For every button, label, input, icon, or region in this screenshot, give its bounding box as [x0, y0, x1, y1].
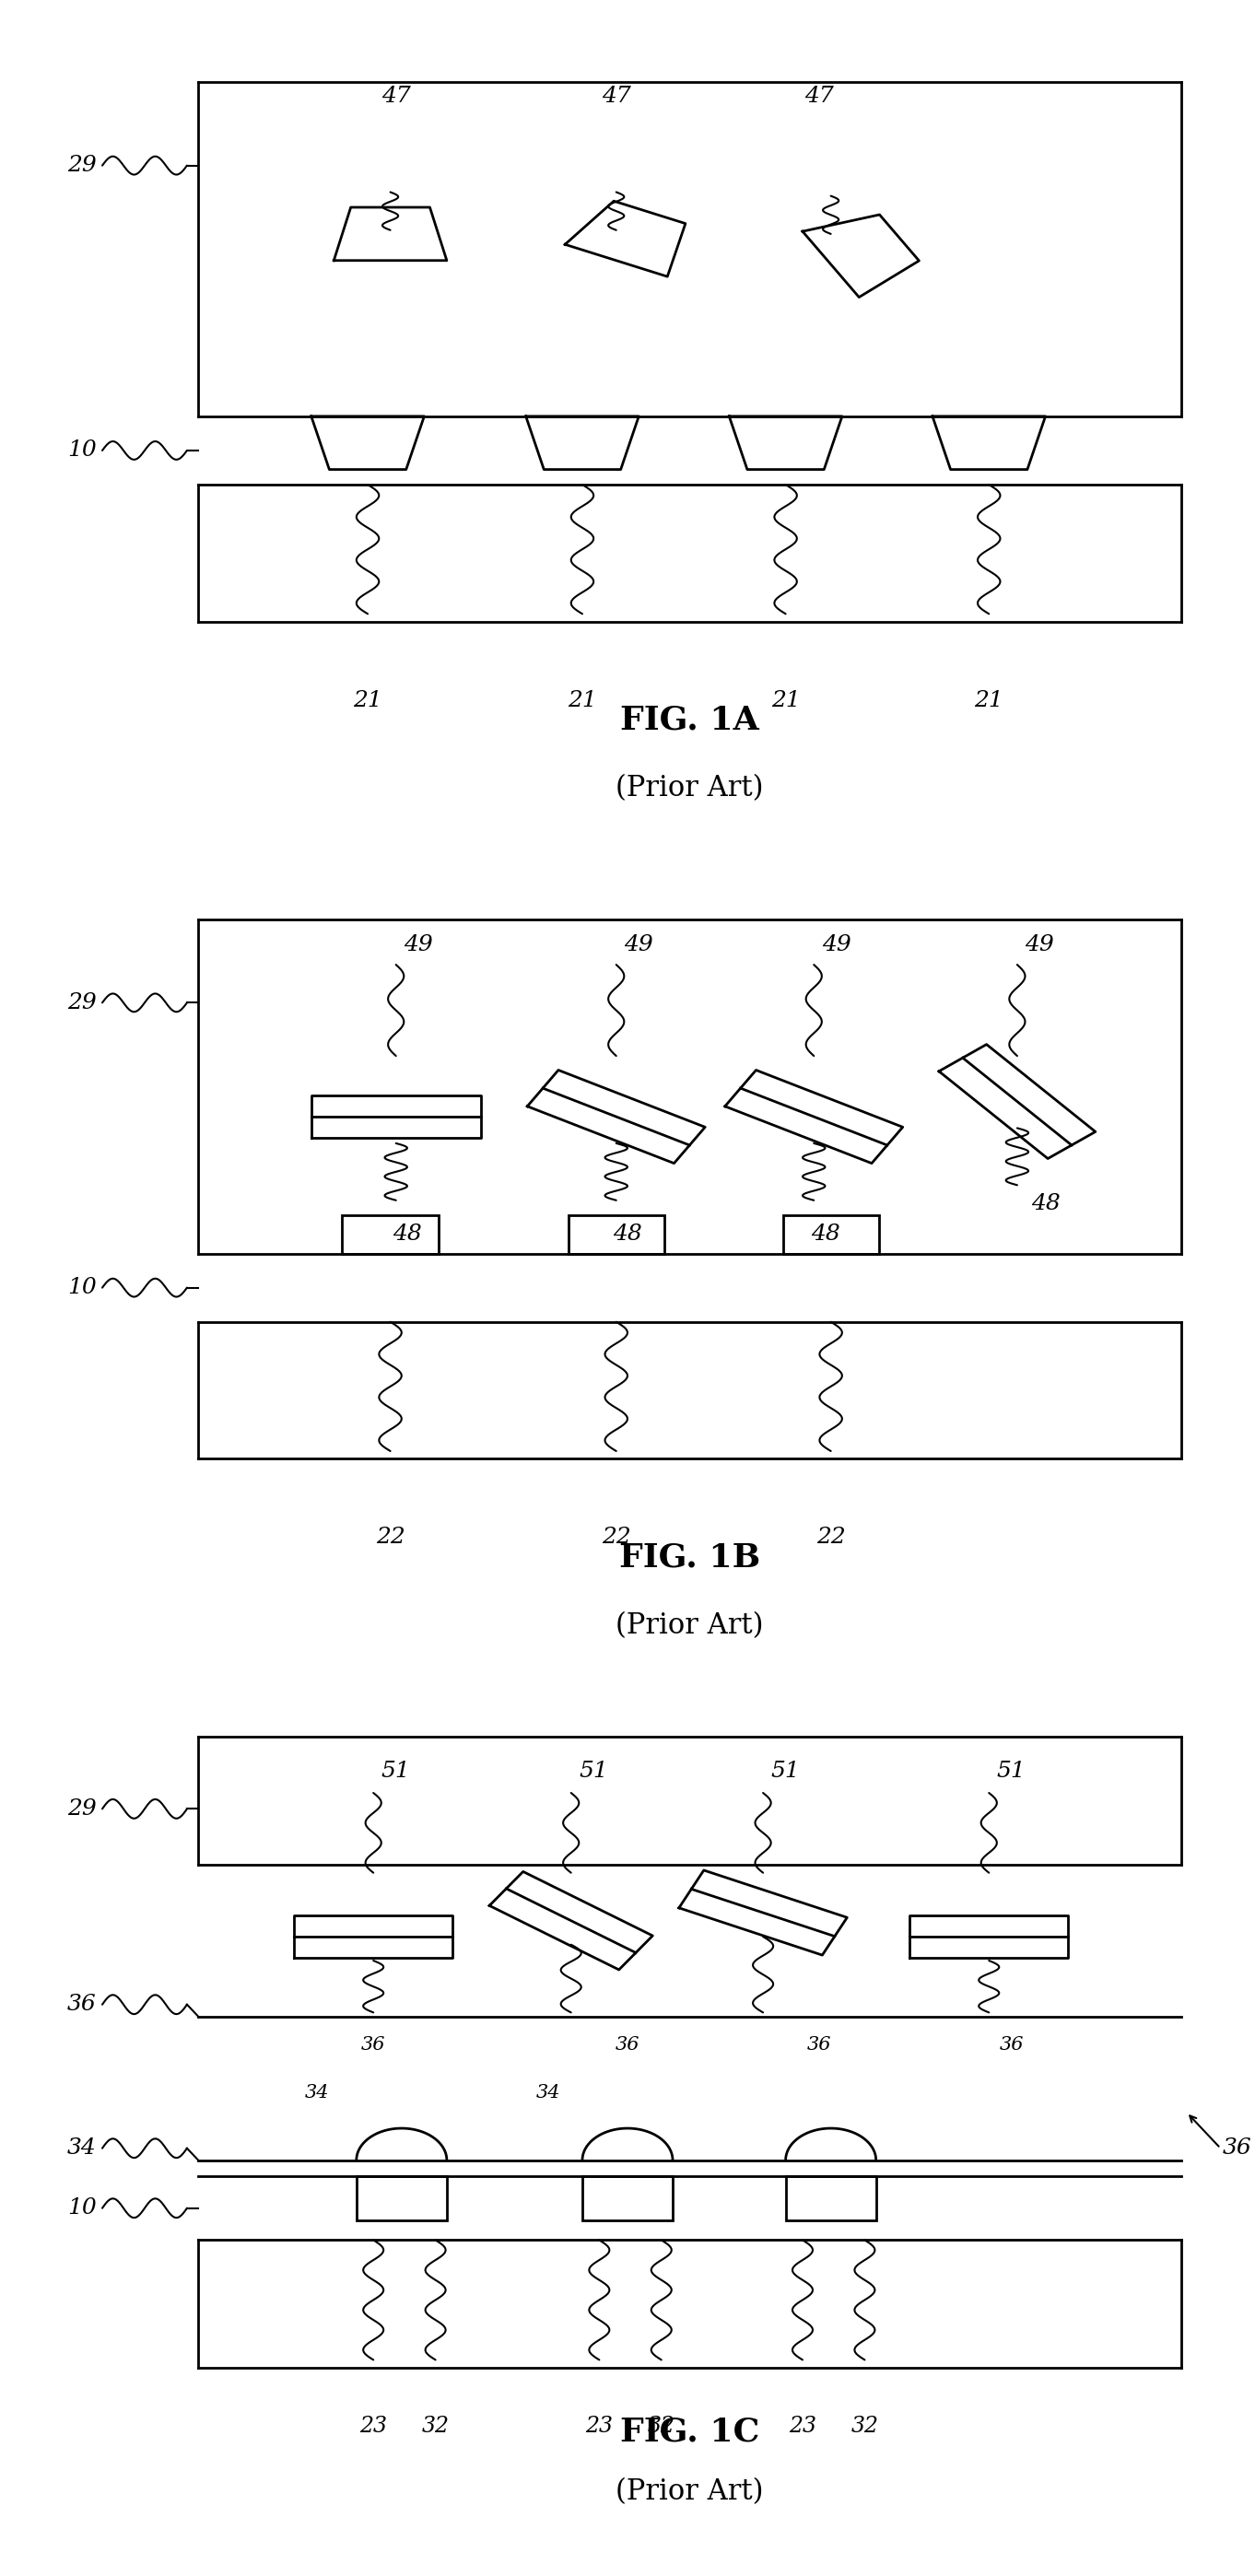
Bar	[783, 1216, 878, 1255]
Text: 36: 36	[615, 2038, 640, 2053]
Text: 10: 10	[68, 2197, 97, 2218]
Bar	[569, 1216, 664, 1255]
Text: 47: 47	[601, 85, 631, 108]
Text: 23: 23	[585, 2416, 614, 2437]
Text: 51: 51	[382, 1762, 410, 1783]
Text: 29: 29	[68, 155, 97, 175]
Text: 21: 21	[771, 690, 801, 711]
Text: 21: 21	[567, 690, 597, 711]
Bar	[343, 1216, 438, 1255]
Text: 29: 29	[68, 992, 97, 1012]
Bar	[356, 2177, 447, 2221]
Text: FIG. 1A: FIG. 1A	[620, 706, 759, 737]
Text: 49: 49	[1025, 935, 1054, 956]
Text: (Prior Art): (Prior Art)	[616, 775, 763, 804]
Text: 51: 51	[579, 1762, 609, 1783]
Text: 36: 36	[999, 2038, 1024, 2053]
Text: 21: 21	[974, 690, 1004, 711]
Text: 36: 36	[1222, 2138, 1252, 2159]
Text: FIG. 1B: FIG. 1B	[619, 1543, 761, 1574]
Text: 10: 10	[68, 440, 97, 461]
Text: 10: 10	[68, 1278, 97, 1298]
Bar	[582, 2177, 673, 2221]
Text: FIG. 1C: FIG. 1C	[620, 2416, 759, 2447]
Text: 36: 36	[361, 2038, 385, 2053]
Text: 22: 22	[375, 1528, 405, 1548]
Text: 29: 29	[68, 1798, 97, 1819]
Text: 23: 23	[788, 2416, 817, 2437]
Text: 21: 21	[353, 690, 383, 711]
Text: 32: 32	[648, 2416, 675, 2437]
Text: 34: 34	[305, 2084, 329, 2102]
Text: 34: 34	[68, 2138, 97, 2159]
Text: 51: 51	[996, 1762, 1027, 1783]
Text: 34: 34	[536, 2084, 561, 2102]
Text: 51: 51	[771, 1762, 801, 1783]
Text: 22: 22	[601, 1528, 631, 1548]
Text: 47: 47	[382, 85, 410, 108]
Text: 47: 47	[804, 85, 835, 108]
Text: 48: 48	[612, 1224, 643, 1244]
Bar	[786, 2177, 876, 2221]
Text: 22: 22	[816, 1528, 846, 1548]
Text: 36: 36	[807, 2038, 832, 2053]
Text: 49: 49	[624, 935, 654, 956]
Text: 23: 23	[359, 2416, 388, 2437]
Text: 32: 32	[422, 2416, 449, 2437]
Text: 32: 32	[851, 2416, 878, 2437]
Text: 48: 48	[1030, 1193, 1060, 1213]
Text: 49: 49	[404, 935, 433, 956]
Text: 36: 36	[68, 1994, 97, 2014]
Text: (Prior Art): (Prior Art)	[616, 2478, 763, 2506]
Text: 48: 48	[393, 1224, 422, 1244]
Text: 49: 49	[822, 935, 851, 956]
Text: (Prior Art): (Prior Art)	[616, 1613, 763, 1641]
Text: 48: 48	[811, 1224, 840, 1244]
